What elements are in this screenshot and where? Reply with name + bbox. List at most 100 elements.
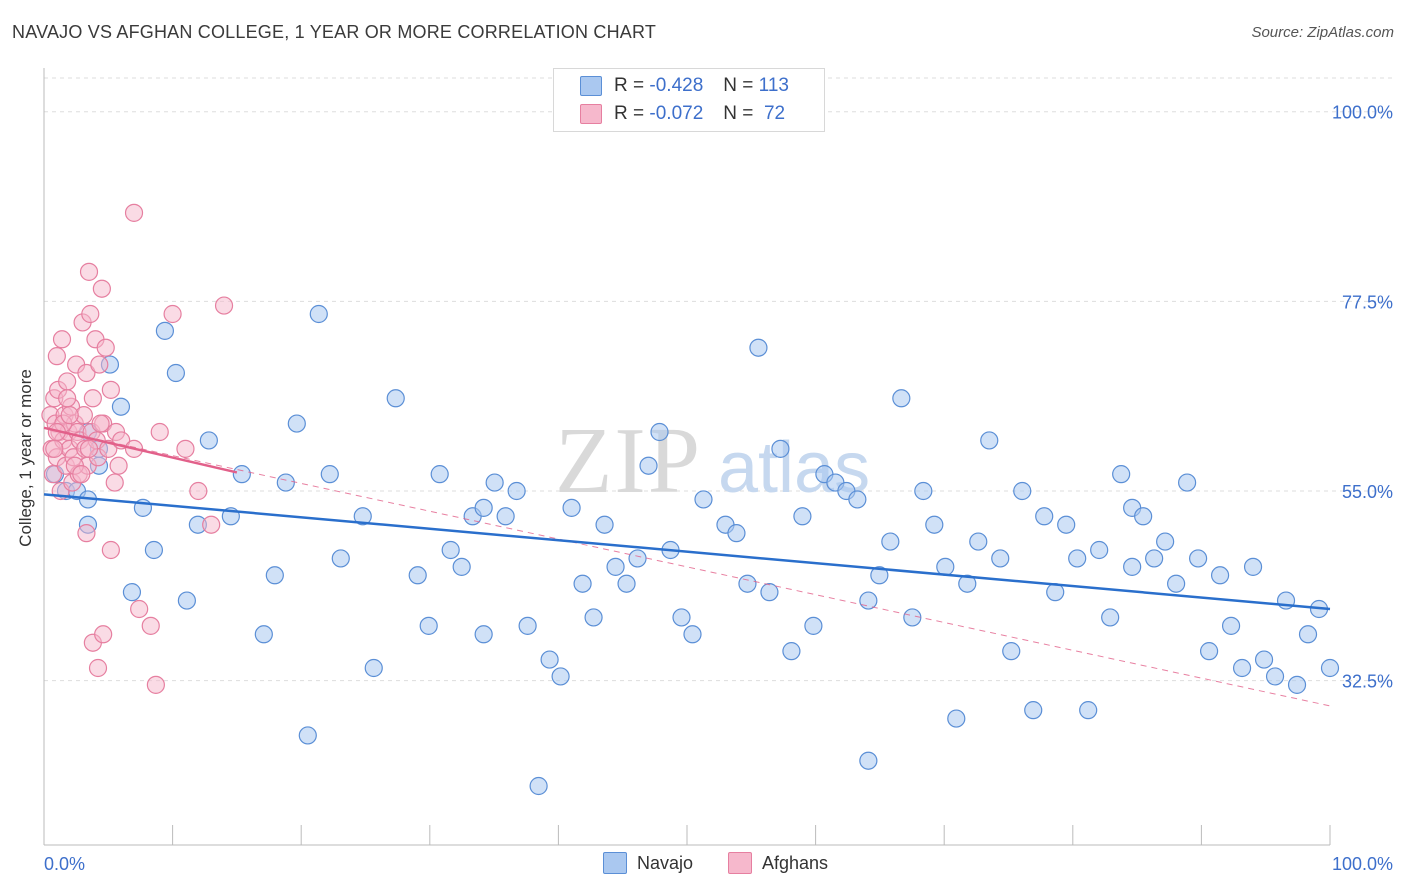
navajo-point [309, 304, 328, 324]
navajo-point [386, 389, 405, 408]
navajo-point [914, 481, 933, 501]
navajo-point [485, 473, 504, 492]
bottom-legend-afghans: Afghans [728, 852, 828, 874]
navajo-points [45, 304, 1340, 796]
navajo-point [364, 658, 383, 678]
navajo-point [859, 751, 878, 770]
trend-lines [43, 426, 1331, 707]
afghan-point [163, 304, 182, 324]
y-tick-label: 32.5% [1342, 672, 1393, 692]
afghan-point [58, 372, 77, 391]
navajo-point [540, 650, 559, 669]
afghan-r-value: -0.072 [649, 103, 704, 124]
navajo-point [672, 608, 691, 627]
navajo-point [122, 583, 142, 602]
afghan-n-label: N = [723, 103, 754, 124]
watermark: ZIP atlas [555, 409, 870, 513]
navajo-point [1057, 515, 1076, 534]
afghan-point [96, 338, 115, 357]
navajo-point [1189, 549, 1208, 568]
navajo-point [474, 498, 493, 517]
navajo-point [892, 389, 911, 408]
navajo-point [1101, 608, 1120, 627]
navajo-point [650, 422, 669, 442]
navajo-point [419, 616, 438, 635]
afghan-point [91, 414, 110, 433]
navajo-point [870, 566, 889, 585]
navajo-point [925, 515, 944, 534]
bottom-afghan-swatch [728, 852, 752, 874]
afghan-point [176, 439, 195, 458]
navajo-point [199, 431, 218, 450]
navajo-point [474, 625, 493, 644]
navajo-point [529, 776, 548, 796]
x-tick-label: 100.0% [1332, 854, 1393, 874]
navajo-point [1210, 566, 1230, 585]
navajo-point [507, 481, 526, 501]
afghan-point [202, 515, 221, 534]
bottom-afghan-label: Afghans [762, 852, 829, 873]
navajo-point [1254, 650, 1274, 669]
afghan-point [94, 625, 113, 644]
afghan-point [105, 473, 124, 492]
navajo-point [1265, 667, 1285, 686]
navajo-point [859, 591, 878, 610]
navajo-point [276, 473, 295, 492]
navajo-point [1112, 465, 1131, 484]
legend-row-afghans: R = -0.072 N = 72 [580, 101, 785, 127]
navajo-point [881, 532, 900, 551]
afghan-trend-solid [43, 426, 238, 474]
navajo-point [606, 557, 625, 576]
navajo-point [254, 625, 273, 644]
navajo-point [595, 515, 614, 534]
afghan-point [58, 389, 77, 408]
navajo-point [1002, 642, 1021, 661]
navajo-point [111, 397, 131, 416]
navajo-point [969, 532, 988, 551]
afghan-point [189, 481, 208, 501]
afghan-n-value: 72 [763, 103, 786, 124]
navajo-point [166, 363, 185, 383]
navajo-point [628, 549, 647, 568]
navajo-point [1232, 658, 1252, 678]
navajo-point [727, 524, 746, 543]
navajo-trend [43, 493, 1331, 611]
navajo-point [1024, 701, 1043, 720]
navajo-point [1068, 549, 1087, 568]
afghan-point [130, 599, 149, 619]
afghan-point [101, 540, 120, 560]
navajo-point [562, 498, 581, 517]
bottom-navajo-swatch [603, 852, 627, 874]
afghan-point [72, 465, 91, 484]
afghan-point [109, 456, 128, 475]
navajo-r-label: R = [614, 75, 645, 96]
afghan-point [52, 330, 72, 349]
navajo-point [804, 616, 823, 635]
navajo-point [1243, 557, 1263, 576]
navajo-point [232, 465, 251, 484]
navajo-point [298, 726, 317, 745]
navajo-point [144, 540, 164, 560]
navajo-point [903, 608, 922, 627]
afghan-point [214, 296, 234, 315]
navajo-point [155, 321, 175, 340]
afghan-point [47, 347, 66, 366]
navajo-point [177, 591, 196, 610]
navajo-point [936, 557, 955, 576]
navajo-point [947, 709, 966, 728]
afghan-point [150, 422, 169, 442]
navajo-point [1035, 507, 1054, 526]
navajo-point [496, 507, 515, 526]
navajo-point [738, 574, 757, 593]
afghan-point [77, 524, 96, 543]
navajo-n-value: 113 [758, 75, 789, 96]
navajo-point [331, 549, 350, 568]
navajo-point [1199, 642, 1219, 661]
navajo-n-label: N = [723, 75, 754, 96]
navajo-point [1013, 481, 1032, 501]
navajo-point [408, 566, 427, 585]
afghan-point [43, 465, 63, 484]
navajo-point [760, 583, 779, 602]
afghan-point [79, 439, 99, 458]
